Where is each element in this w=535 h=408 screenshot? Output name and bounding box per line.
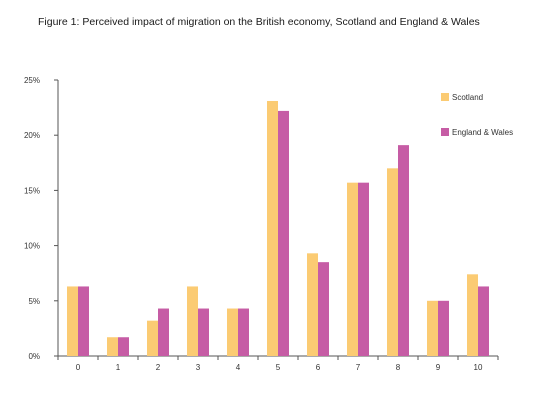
bar-england-wales-8 [398, 145, 409, 356]
x-tick-label: 5 [276, 363, 281, 372]
legend-label: England & Wales [452, 128, 513, 137]
y-tick-label: 5% [28, 297, 40, 306]
x-tick-label: 1 [116, 363, 121, 372]
chart-axes: 0% 5% 10% 15% 20% 25% 0 1 2 3 4 5 6 7 8 9 10 [24, 76, 499, 372]
bar-scotland-5 [267, 100, 278, 356]
y-tick-label: 20% [24, 131, 40, 140]
bar-scotland-6 [307, 253, 318, 356]
x-tick-label: 9 [436, 363, 441, 372]
x-tick-label: 0 [76, 363, 81, 372]
legend-swatch [441, 128, 449, 136]
bar-england-wales-6 [318, 262, 329, 356]
x-tick-label: 8 [396, 363, 401, 372]
bar-england-wales-9 [438, 300, 449, 356]
bar-scotland-4 [227, 308, 238, 356]
x-tick-label: 6 [316, 363, 321, 372]
bar-england-wales-5 [278, 110, 289, 356]
y-tick-label: 10% [24, 242, 40, 251]
bar-england-wales-3 [198, 308, 209, 356]
y-tick-label: 0% [28, 352, 40, 361]
bar-england-wales-1 [118, 337, 129, 356]
bar-scotland-1 [107, 337, 118, 356]
x-tick-label: 10 [474, 363, 483, 372]
bar-scotland-8 [387, 168, 398, 356]
bar-england-wales-10 [478, 286, 489, 356]
bar-scotland-2 [147, 320, 158, 356]
bar-scotland-3 [187, 286, 198, 356]
bar-scotland-0 [67, 286, 78, 356]
bar-england-wales-2 [158, 308, 169, 356]
legend-swatch [441, 93, 449, 101]
bar-scotland-7 [347, 182, 358, 356]
bar-scotland-10 [467, 274, 478, 356]
chart-title: Figure 1: Perceived impact of migration … [38, 16, 480, 28]
bar-england-wales-4 [238, 308, 249, 356]
y-tick-label: 25% [24, 76, 40, 85]
x-tick-label: 7 [356, 363, 361, 372]
legend-label: Scotland [452, 93, 483, 102]
bar-england-wales-0 [78, 286, 89, 356]
y-tick-label: 15% [24, 186, 40, 195]
chart-legend: Scotland England & Wales [441, 93, 513, 137]
x-tick-label: 4 [236, 363, 241, 372]
chart-bars [67, 100, 489, 356]
bar-england-wales-7 [358, 182, 369, 356]
bar-scotland-9 [427, 300, 438, 356]
x-tick-label: 2 [156, 363, 161, 372]
x-tick-label: 3 [196, 363, 201, 372]
